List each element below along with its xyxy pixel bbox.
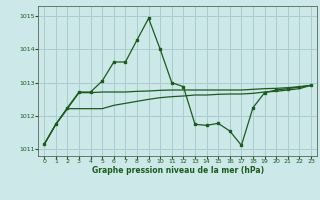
X-axis label: Graphe pression niveau de la mer (hPa): Graphe pression niveau de la mer (hPa) bbox=[92, 166, 264, 175]
